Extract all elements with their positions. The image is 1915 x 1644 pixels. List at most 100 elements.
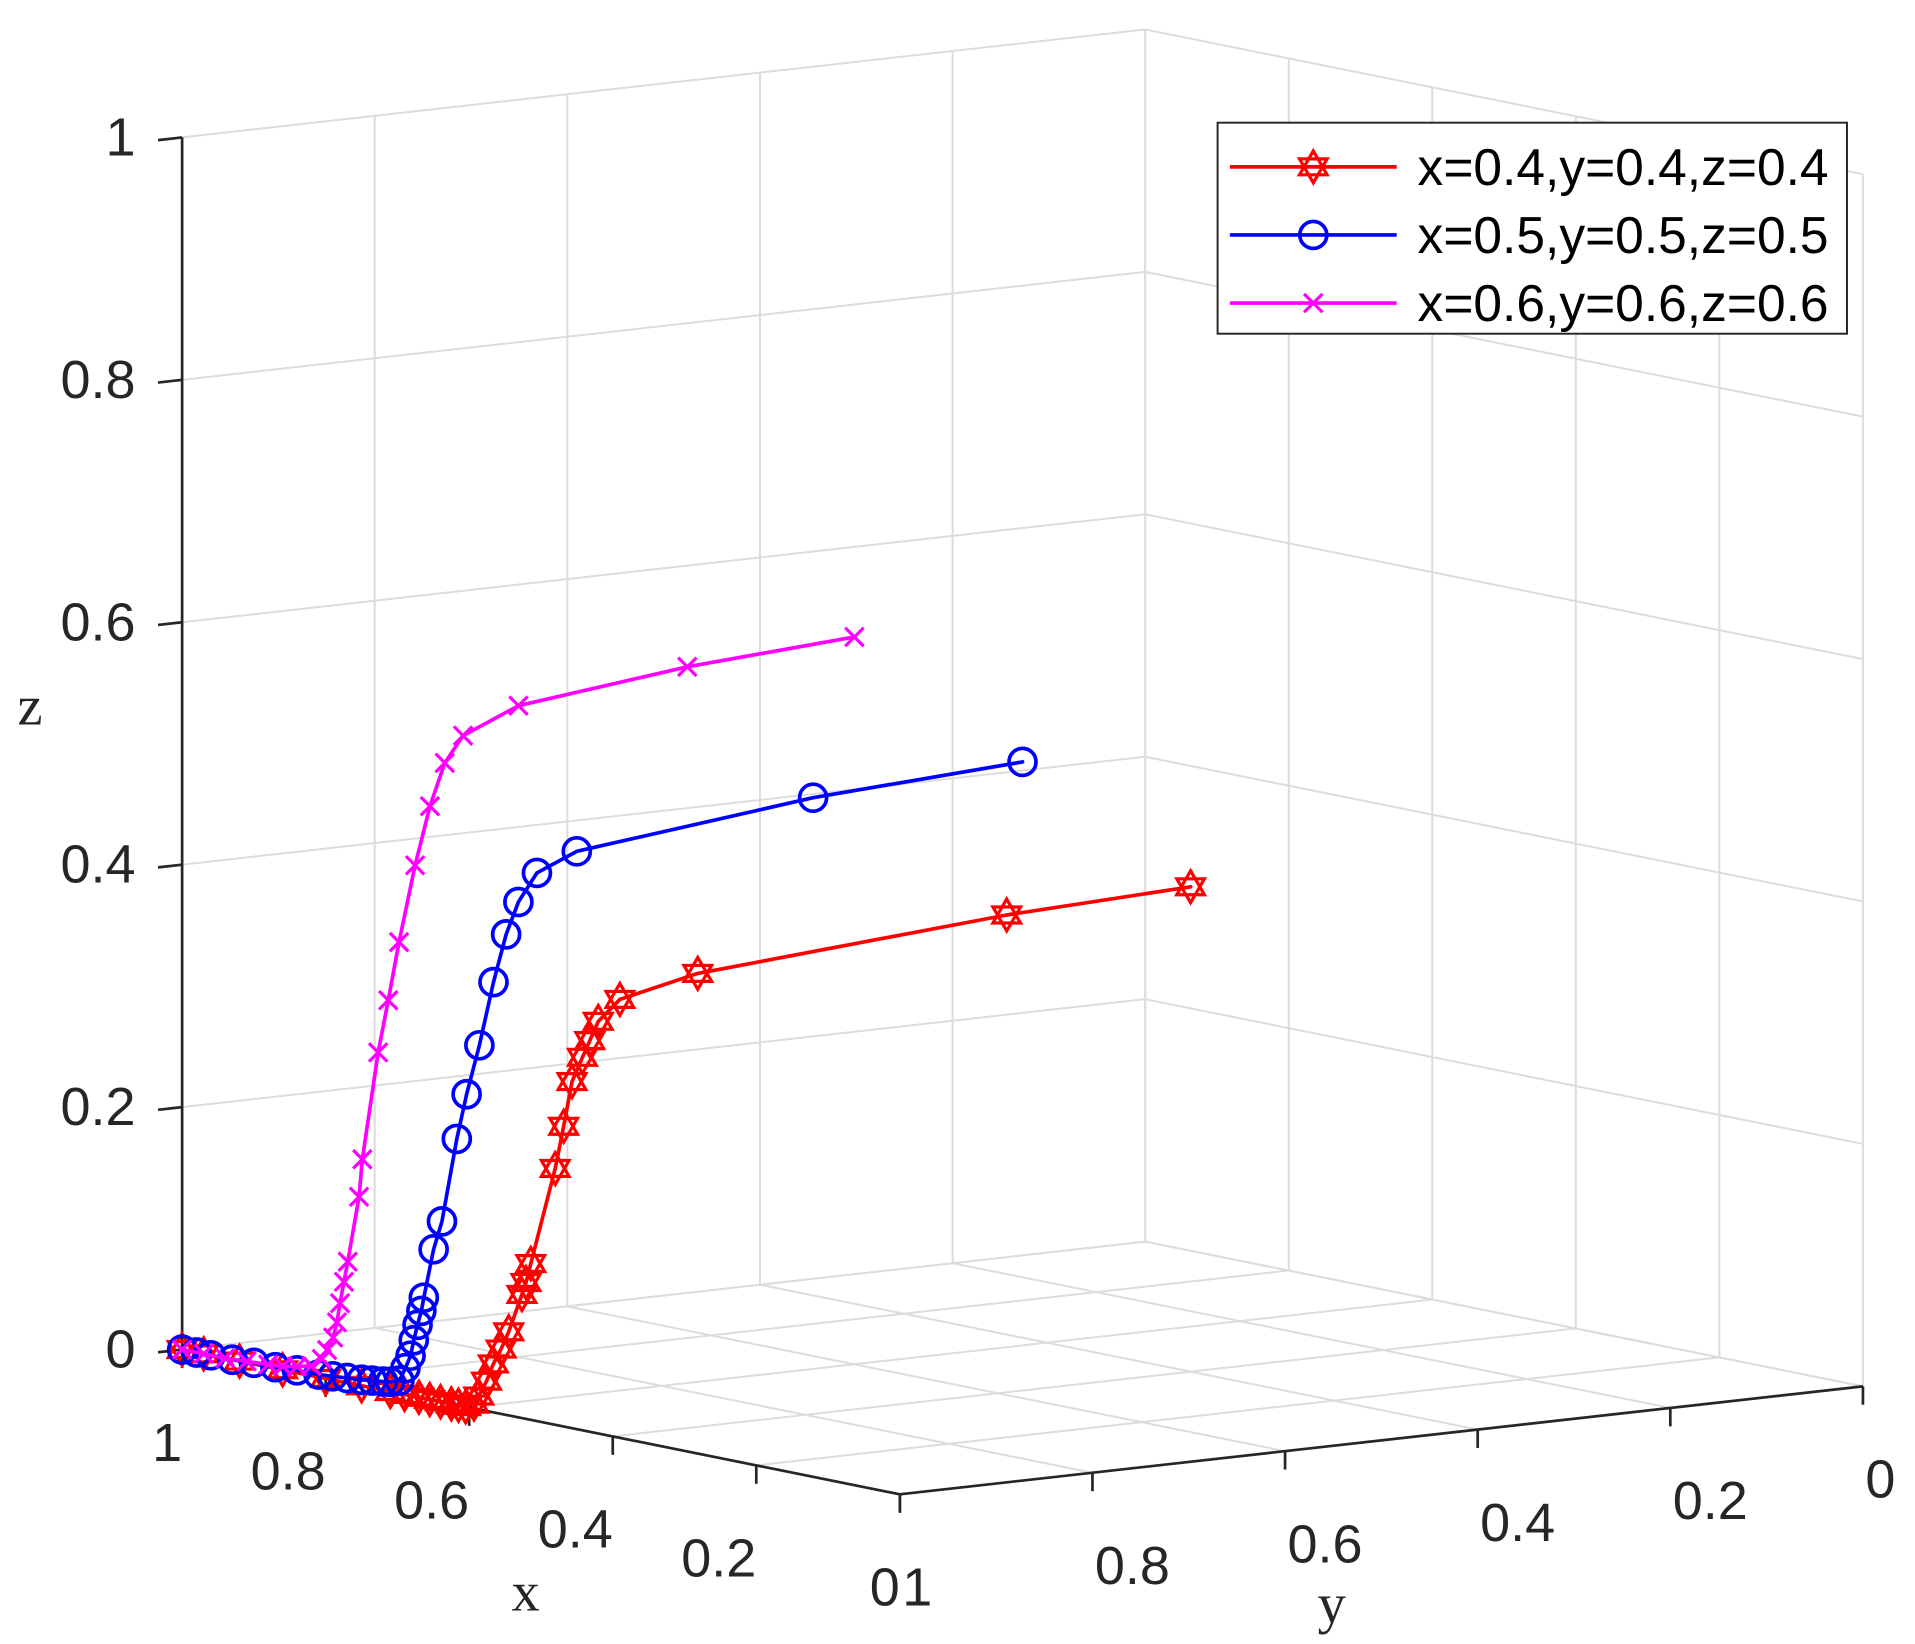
data-point-hexagram-marker	[603, 980, 637, 1019]
z-tick-mark	[157, 136, 183, 142]
x-tick-label: 0.2	[681, 1529, 756, 1589]
data-point-x-marker	[404, 854, 426, 876]
y-axis-label: y	[1318, 1574, 1346, 1636]
legend-entry: x=0.4,y=0.4,z=0.4	[1229, 138, 1829, 196]
data-point-circle-marker	[1297, 219, 1329, 251]
x-tick-label: 0.6	[394, 1471, 469, 1531]
x-axis-label: x	[512, 1561, 540, 1623]
side-wall-grid-line	[182, 270, 1146, 381]
data-point-hexagram-marker	[547, 1107, 581, 1146]
floor-grid-line	[469, 1298, 1433, 1409]
y-tick-label: 0.4	[1480, 1493, 1555, 1553]
legend-label: x=0.4,y=0.4,z=0.4	[1418, 138, 1829, 196]
x-tick-label: 0.8	[251, 1442, 326, 1502]
z-tick-label: 0.8	[60, 350, 135, 410]
data-point-circle-marker	[402, 1309, 433, 1341]
series-line	[180, 760, 1025, 1384]
data-point-circle-marker	[398, 1324, 430, 1356]
z-axis-label: z	[17, 676, 42, 738]
side-wall-grid-line	[182, 755, 1146, 866]
data-point-circle-marker	[490, 919, 522, 950]
z-tick-mark	[157, 378, 183, 384]
z-tick-label: 0	[105, 1320, 135, 1380]
data-point-hexagram-marker	[990, 895, 1024, 935]
data-point-circle-marker	[451, 1078, 482, 1110]
data-point-circle-marker	[464, 1029, 495, 1061]
back-wall-grid-line	[1145, 513, 1864, 661]
data-point-circle-marker	[346, 1364, 377, 1396]
data-point-circle-marker	[367, 1366, 399, 1397]
x-tick-label: 0.4	[538, 1500, 613, 1560]
data-point-circle-marker	[331, 1362, 363, 1394]
data-point-circle-marker	[406, 1295, 437, 1327]
data-point-x-marker	[236, 1351, 257, 1372]
x-tick-label: 0	[870, 1558, 900, 1618]
back-wall-grid-line	[1145, 1240, 1864, 1388]
data-point-x-marker	[348, 1186, 370, 1208]
data-point-circle-marker	[503, 886, 534, 918]
z-tick-mark	[157, 620, 183, 627]
z-tick-label: 1	[105, 107, 135, 167]
data-point-x-marker	[377, 989, 399, 1011]
floor-grid-line	[612, 1327, 1576, 1438]
legend-label: x=0.5,y=0.5,z=0.5	[1418, 206, 1829, 264]
z-tick-label: 0.2	[60, 1077, 135, 1137]
data-point-circle-marker	[166, 1334, 198, 1365]
z-tick-label: 0.4	[60, 835, 135, 895]
data-point-circle-marker	[1007, 746, 1038, 778]
series-group	[165, 626, 1208, 1426]
data-point-x-marker	[326, 1311, 348, 1333]
data-point-circle-marker	[478, 966, 509, 998]
z-tick-label: 0.6	[60, 592, 135, 652]
data-point-x-marker	[214, 1347, 236, 1369]
back-wall-grid-line	[1145, 998, 1864, 1145]
data-point-x-marker	[333, 1271, 355, 1293]
back-wall-grid-line	[1145, 755, 1864, 903]
y-tick-label: 0.6	[1288, 1514, 1363, 1574]
x-tick-label: 1	[152, 1413, 182, 1473]
data-point-circle-marker	[521, 857, 553, 889]
data-point-x-marker	[677, 656, 698, 678]
y-tick-label: 0.2	[1673, 1471, 1748, 1531]
data-point-circle-marker	[418, 1233, 449, 1265]
data-point-x-marker	[322, 1327, 344, 1348]
data-point-x-marker	[257, 1354, 279, 1375]
series-3	[171, 626, 865, 1377]
side-wall-grid-line	[182, 28, 1146, 139]
y-tick-label: 0	[1865, 1450, 1895, 1510]
data-point-x-marker	[337, 1251, 359, 1273]
side-wall-grid-line	[182, 998, 1146, 1109]
y-tick-label: 0.8	[1095, 1536, 1170, 1596]
side-wall-grid-line	[182, 1240, 1146, 1351]
data-point-circle-marker	[281, 1354, 313, 1386]
z-tick-mark	[157, 1105, 183, 1112]
data-point-x-marker	[193, 1343, 215, 1365]
data-point-x-marker	[329, 1292, 351, 1314]
z-tick-mark	[157, 863, 183, 869]
legend: x=0.4,y=0.4,z=0.4 x=0.5,y=0.5,z=0.5 x=0.6,…	[1216, 121, 1848, 335]
floor-grid-line	[567, 1305, 1286, 1453]
data-point-x-marker	[508, 695, 529, 717]
data-point-hexagram-marker	[681, 954, 715, 993]
data-point-x-marker	[434, 752, 456, 774]
data-point-circle-marker	[426, 1206, 458, 1237]
floor-grid-line	[759, 1283, 1478, 1431]
series-2	[166, 746, 1038, 1398]
floor-grid-line	[952, 1262, 1671, 1409]
legend-entry: x=0.6,y=0.6,z=0.6	[1229, 274, 1829, 332]
data-point-x-marker	[171, 1339, 193, 1360]
side-wall-grid-line	[182, 513, 1146, 624]
legend-entry: x=0.5,y=0.5,z=0.5	[1229, 206, 1829, 264]
data-point-circle-marker	[317, 1360, 349, 1392]
data-point-hexagram-marker	[505, 1275, 539, 1314]
data-point-x-marker	[388, 931, 410, 953]
data-point-circle-marker	[441, 1123, 473, 1155]
data-point-x-marker	[419, 795, 441, 817]
data-point-hexagram-marker	[565, 1038, 600, 1077]
data-point-hexagram-marker	[555, 1062, 589, 1101]
y-axis-line	[899, 1385, 1864, 1496]
data-point-x-marker	[311, 1348, 333, 1370]
floor-grid-line	[756, 1356, 1720, 1467]
data-point-circle-marker	[797, 782, 829, 814]
